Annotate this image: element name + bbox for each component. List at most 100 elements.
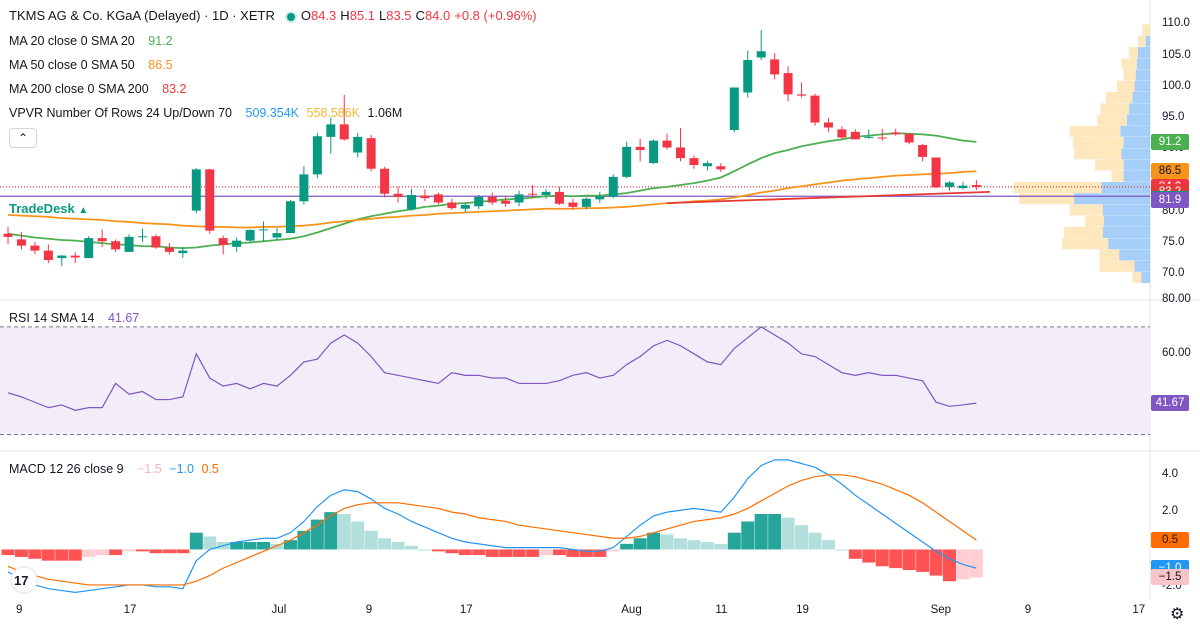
candle [649, 140, 659, 164]
time-axis-tick: 17 [123, 604, 137, 616]
rsi-legend[interactable]: RSI 14 SMA 14 41.67 [9, 310, 143, 326]
macd-legend[interactable]: MACD 12 26 close 9 −1.5 −1.0 0.5 [9, 461, 223, 477]
vpvr-up-bar [1102, 227, 1150, 238]
vpvr-down-bar [1097, 114, 1127, 126]
vpvr-down-bar [1111, 170, 1124, 182]
vpvr-down-bar [1123, 69, 1136, 81]
vpvr-down-bar [1121, 58, 1137, 70]
candle [877, 137, 887, 139]
vpvr-down-bar [1069, 204, 1103, 216]
candle [891, 132, 901, 135]
candle [797, 94, 807, 96]
macd-histogram-bar [364, 530, 378, 550]
candle [218, 238, 228, 245]
tradedesk-text: TradeDesk [9, 201, 75, 216]
macd-histogram-bar [929, 549, 943, 576]
candle [729, 87, 739, 130]
macd-histogram-bar [647, 532, 661, 550]
macd-histogram-bar [283, 540, 297, 550]
ohlc-low: 83.5 [386, 8, 412, 23]
tradingview-logo[interactable]: 17 [8, 566, 40, 594]
candle [608, 176, 618, 197]
macd-histogram-bar [821, 540, 835, 550]
candle [299, 174, 309, 202]
time-axis-tick: Jul [271, 604, 287, 616]
macd-histogram-bar [633, 538, 647, 550]
candle [151, 236, 161, 248]
macd-histogram-bar [741, 521, 755, 550]
price-badge: 91.2 [1151, 133, 1189, 150]
price-axis-tick: 110.0 [1162, 17, 1190, 30]
macd-histogram-bar [418, 549, 432, 551]
gear-icon[interactable]: ⚙ [1170, 606, 1185, 623]
time-axis-tick: 11 [715, 604, 728, 616]
vpvr-down-bar [1064, 227, 1103, 238]
candle [407, 195, 416, 210]
vpvr-down-bar [1099, 249, 1120, 261]
ohlc-c-label: C [415, 8, 425, 23]
macd-histogram-bar [754, 514, 768, 550]
ma50-value: 86.5 [148, 58, 173, 72]
macd-histogram-bar [539, 549, 553, 556]
vpvr-up-bar [1123, 170, 1150, 182]
macd-histogram-bar [391, 542, 405, 550]
svg-text:17: 17 [14, 573, 28, 588]
candle [783, 73, 793, 95]
rsi-line [7, 326, 977, 411]
price-axis-tick: 105.0 [1162, 48, 1191, 61]
candle [420, 195, 430, 199]
macd-histogram-bar [768, 514, 782, 550]
macd-line [7, 459, 977, 594]
rsi-badge: 41.67 [1151, 395, 1189, 412]
macd-histogram-bar [162, 549, 176, 554]
vpvr-up-bar [1123, 159, 1150, 171]
macd-histogram-bar [176, 549, 190, 554]
candle [232, 240, 242, 247]
candle [541, 191, 551, 195]
vpvr-up-bar [1132, 92, 1150, 103]
candle [945, 182, 954, 187]
macd-histogram-bar [499, 549, 513, 557]
macd-histogram-bar [82, 549, 96, 557]
signal-line [7, 474, 977, 586]
price-axis-tick: 95.0 [1162, 111, 1185, 124]
macd-histogram-bar [310, 519, 324, 550]
vpvr-up-bar [1134, 260, 1150, 272]
candle [111, 241, 121, 250]
vpvr-down-bar [1099, 260, 1135, 272]
candle [514, 194, 524, 203]
candle [272, 233, 282, 238]
candle [622, 146, 632, 177]
ma200-legend[interactable]: MA 200 close 0 SMA 200 83.2 [9, 81, 191, 97]
ma-line-ma200 [667, 190, 990, 205]
candle [676, 147, 685, 159]
time-axis-tick: 9 [1024, 604, 1032, 616]
macd-histogram-bar [189, 532, 203, 550]
collapse-legend-button[interactable]: ⌃ [9, 128, 37, 148]
candle [971, 185, 981, 187]
ma20-legend[interactable]: MA 20 close 0 SMA 20 91.2 [9, 33, 177, 49]
symbol-title: TKMS AG & Co. KGaA (Delayed) · 1D · XETR [9, 8, 275, 23]
ohlc-o-label: O [300, 8, 311, 23]
vpvr-up-bar [1129, 103, 1150, 115]
price-change: +0.8 (+0.96%) [454, 8, 537, 23]
vpvr-up-bar [1141, 272, 1150, 283]
macd-histogram-bar [902, 549, 916, 570]
vpvr-legend[interactable]: VPVR Number Of Rows 24 Up/Down 70 509.35… [9, 105, 406, 121]
vpvr-down-bar [1073, 137, 1124, 148]
vpvr-up-bar [1102, 204, 1150, 216]
ma50-label: MA 50 close 0 SMA 50 [9, 58, 135, 72]
macd-badge: −1.5 [1151, 569, 1189, 586]
triangle-up-icon: ▲ [78, 205, 89, 216]
macd-histogram-bar [378, 538, 392, 550]
macd-label: MACD 12 26 close 9 [9, 462, 124, 476]
vpvr-down-bar [1074, 148, 1122, 160]
candle [3, 233, 13, 237]
macd-histogram-bar [28, 549, 42, 559]
candle [743, 60, 753, 93]
macd-histogram-bar [606, 549, 620, 552]
candle [205, 169, 215, 231]
ma50-legend[interactable]: MA 50 close 0 SMA 50 86.5 [9, 57, 177, 73]
tradedesk-label[interactable]: TradeDesk ▲ [9, 201, 88, 216]
